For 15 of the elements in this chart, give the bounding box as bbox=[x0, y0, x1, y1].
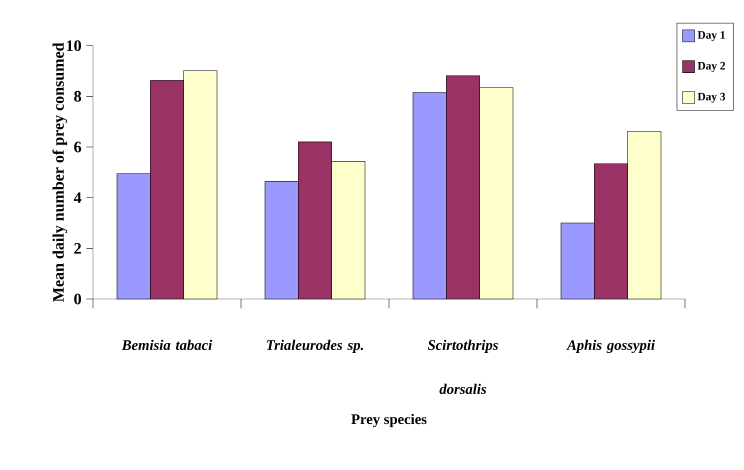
y-tick-label: 0 bbox=[74, 294, 82, 304]
y-tick-label: 2 bbox=[74, 243, 81, 254]
y-axis-title: Mean daily number of prey consumed bbox=[52, 42, 68, 302]
x-axis-title: Prey species bbox=[351, 414, 427, 428]
y-tick-label: 4 bbox=[74, 192, 82, 203]
x-tick-label: Aphis gossypii bbox=[566, 340, 655, 354]
legend-label: Day 2 bbox=[698, 62, 726, 72]
legend-label: Day 1 bbox=[698, 31, 725, 42]
y-tick-label: 6 bbox=[74, 142, 82, 152]
y-tick-label: 10 bbox=[66, 40, 82, 52]
legend-label: Day 3 bbox=[698, 92, 726, 103]
x-tick-label: Trialeurodes sp. bbox=[266, 340, 364, 353]
y-tick-label: 8 bbox=[74, 90, 82, 102]
category-label: Scirtothrips dorsalis bbox=[428, 340, 498, 394]
x-tick-label: Bemisia tabaci bbox=[122, 340, 212, 350]
